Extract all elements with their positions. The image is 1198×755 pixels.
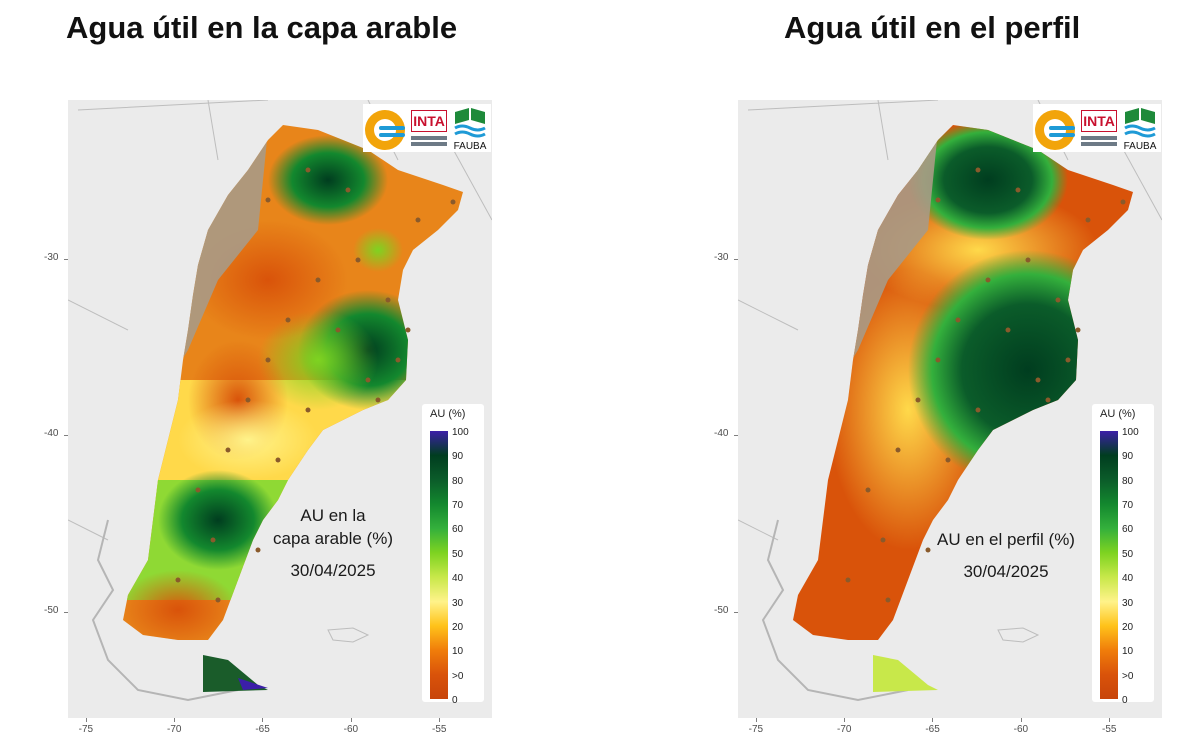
map-panel-perfil: INTA FAUBA AU en el perfil (%) 30/04/202… <box>738 100 1162 718</box>
legend-label: 40 <box>452 573 464 585</box>
color-legend: AU (%) 100 90 80 70 60 50 40 30 20 10 >0 0 <box>1092 404 1154 706</box>
map-panel-capa-arable: INTA FAUBA AU en la capa arable (%) 30/0… <box>68 100 492 718</box>
legend-title: AU (%) <box>430 408 466 420</box>
legend-label: >0 <box>452 670 464 682</box>
legend-color-bar <box>430 431 448 699</box>
x-tick-label: -60 <box>343 724 359 735</box>
inta-logo: INTA <box>1081 110 1117 148</box>
annotation-line2: capa arable (%) <box>272 529 393 548</box>
sun-logo-icon <box>365 110 405 150</box>
legend-label: 60 <box>452 524 464 536</box>
institution-logos: INTA FAUBA <box>363 104 491 152</box>
y-tick-label: -30 <box>44 251 59 263</box>
legend-label: 70 <box>1122 500 1134 512</box>
x-tick-mark <box>174 718 175 722</box>
legend-label: 0 <box>1122 695 1128 706</box>
x-tick-mark <box>262 718 264 722</box>
annotation-date: 30/04/2025 <box>963 562 1049 581</box>
y-tick-label: -50 <box>714 605 729 617</box>
x-tick-label: -70 <box>167 724 182 735</box>
annotation-line1: AU en la <box>300 506 366 525</box>
legend-label: 70 <box>452 500 464 512</box>
fauba-logo: FAUBA <box>1121 106 1159 152</box>
map-annotation-perfil: AU en el perfil (%) 30/04/2025 <box>926 528 1086 583</box>
y-tick-mark <box>734 258 738 260</box>
y-tick-mark <box>64 435 68 437</box>
x-tick-label: -70 <box>837 724 852 735</box>
y-tick-mark <box>734 435 738 437</box>
legend-label: 60 <box>1122 524 1134 536</box>
legend-label: 90 <box>1122 451 1134 463</box>
x-tick-label: -55 <box>1102 724 1117 735</box>
y-tick-mark <box>64 258 68 260</box>
legend-label: 20 <box>452 621 464 633</box>
x-tick-mark <box>932 718 934 722</box>
legend-title: AU (%) <box>1100 408 1136 420</box>
x-tick-mark <box>755 718 757 722</box>
map-annotation-capa-arable: AU en la capa arable (%) 30/04/2025 <box>258 504 408 582</box>
sun-logo-icon <box>1035 110 1075 150</box>
x-tick-label: -60 <box>1013 724 1029 735</box>
x-tick-mark <box>1109 718 1110 722</box>
legend-label: 100 <box>452 427 469 438</box>
legend-label: 20 <box>1122 621 1134 633</box>
legend-label: 10 <box>452 646 464 658</box>
map-title-perfil: Agua útil en el perfil <box>784 10 1081 45</box>
y-tick-mark <box>64 612 68 614</box>
institution-logos: INTA FAUBA <box>1033 104 1161 152</box>
x-tick-label: -65 <box>925 724 940 735</box>
legend-label: 50 <box>452 548 464 560</box>
y-tick-mark <box>734 612 738 614</box>
annotation-date: 30/04/2025 <box>290 561 376 580</box>
legend-label: 30 <box>452 597 464 609</box>
x-tick-label: -75 <box>748 724 764 735</box>
x-tick-mark <box>85 718 87 722</box>
legend-label: 50 <box>1122 548 1134 560</box>
x-tick-label: -75 <box>78 724 94 735</box>
argentina-map-capa-arable <box>68 100 492 702</box>
fauba-logo: FAUBA <box>451 106 489 152</box>
inta-logo: INTA <box>411 110 447 148</box>
legend-color-bar <box>1100 431 1118 699</box>
x-tick-mark <box>439 718 440 722</box>
y-tick-label: -40 <box>714 428 729 440</box>
legend-label: 80 <box>452 475 464 487</box>
y-tick-label: -40 <box>44 428 59 440</box>
legend-label: 10 <box>1122 646 1134 658</box>
x-tick-label: -55 <box>432 724 447 735</box>
legend-label: >0 <box>1122 670 1134 682</box>
x-tick-mark <box>350 718 352 722</box>
legend-label: 100 <box>1122 427 1139 438</box>
color-legend: AU (%) 100 90 80 70 60 50 40 30 20 10 >0 0 <box>422 404 484 706</box>
x-tick-mark <box>1020 718 1022 722</box>
legend-label: 40 <box>1122 573 1134 585</box>
y-tick-label: -30 <box>714 251 729 263</box>
legend-label: 90 <box>452 451 464 463</box>
argentina-map-perfil <box>738 100 1162 702</box>
x-tick-mark <box>844 718 845 722</box>
legend-label: 80 <box>1122 475 1134 487</box>
map-title-capa-arable: Agua útil en la capa arable <box>66 10 458 45</box>
legend-label: 0 <box>452 695 458 706</box>
legend-label: 30 <box>1122 597 1134 609</box>
x-tick-label: -65 <box>255 724 270 735</box>
annotation-line1: AU en el perfil (%) <box>937 530 1075 549</box>
y-tick-label: -50 <box>44 605 59 617</box>
